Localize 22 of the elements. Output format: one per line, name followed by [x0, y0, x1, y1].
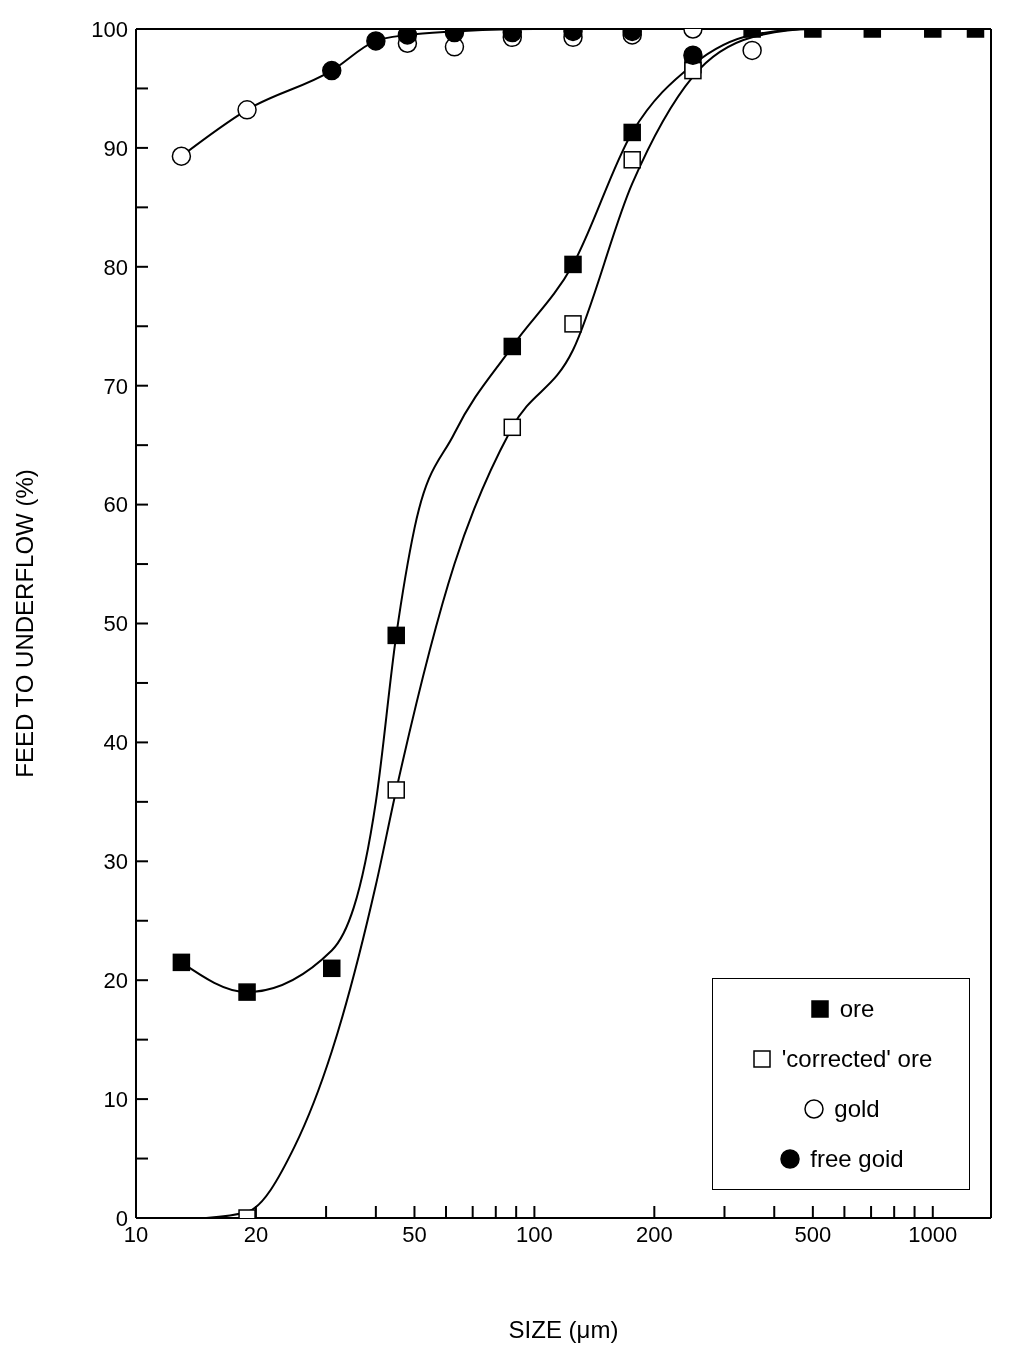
- legend-label: free goid: [810, 1145, 904, 1173]
- legend-label: ore: [839, 995, 875, 1023]
- x-axis-title: SIZE (μm): [508, 1316, 619, 1343]
- y-tick-label: 20: [103, 968, 128, 994]
- y-tick-label: 50: [103, 611, 128, 637]
- y-tick-label: 100: [91, 16, 128, 42]
- legend-label: gold: [834, 1095, 880, 1123]
- x-tick-label: 200: [635, 1221, 673, 1247]
- y-tick-label: 80: [103, 254, 128, 280]
- y-tick-label: 40: [103, 730, 128, 756]
- y-tick-label: 90: [103, 135, 128, 161]
- y-tick-label: 30: [103, 849, 128, 875]
- y-tick-label: 60: [103, 492, 128, 518]
- y-tick-label: 70: [103, 373, 128, 399]
- x-tick-label: 1000: [908, 1221, 958, 1247]
- x-tick-label: 100: [516, 1221, 553, 1247]
- x-tick-label: 20: [243, 1221, 269, 1247]
- x-tick-label: 50: [402, 1221, 427, 1247]
- x-tick-label: 500: [794, 1221, 832, 1247]
- legend-label: 'corrected' ore: [781, 1045, 933, 1073]
- y-tick-label: 10: [103, 1086, 128, 1112]
- y-axis-title: FEED TO UNDERFLOW (%): [10, 469, 38, 778]
